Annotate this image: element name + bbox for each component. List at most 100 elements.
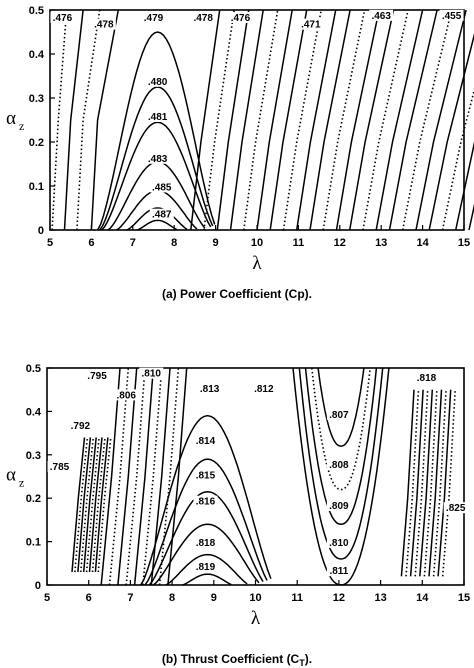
x-axis: 5 6 7 8 9 10 11 12 13 14 15 — [47, 225, 470, 249]
contour-label: .487 — [152, 210, 172, 221]
contour-line — [322, 9, 366, 231]
y-tick-label: 0.2 — [29, 137, 44, 149]
contour-line — [362, 9, 409, 231]
contour-label-bg — [50, 12, 75, 23]
x-axis-label: λ — [251, 608, 261, 629]
y-tick-label: 0.3 — [26, 450, 41, 462]
y-tick-label: 0.1 — [29, 181, 44, 193]
contour-label: .812 — [254, 384, 274, 395]
contour-label: .815 — [196, 471, 216, 482]
contour-label-bg — [114, 389, 139, 401]
chart-panel-b: 5 6 7 8 9 10 11 12 13 14 15 0 0.1 0.2 0.3 0.4 0.5 λ α z .785… — [6, 363, 470, 668]
x-axis-label: λ — [252, 253, 262, 274]
contour-line — [142, 367, 163, 586]
x-tick-label: 14 — [416, 592, 429, 604]
contour-label: .814 — [196, 436, 216, 447]
contour-line — [269, 9, 308, 231]
contour-label: .455 — [442, 11, 462, 22]
contour-line — [348, 9, 395, 231]
contour-label: .806 — [116, 390, 136, 401]
contour-line — [88, 437, 103, 573]
contour-line — [167, 367, 188, 586]
contour-label-bg — [193, 560, 218, 572]
contour-label: .816 — [196, 497, 216, 508]
y-tick-label: 0.3 — [29, 93, 44, 105]
contour-line — [419, 389, 434, 577]
x-tick-label: 13 — [374, 592, 386, 604]
contour-label-bg — [197, 382, 222, 394]
contour-line — [100, 367, 121, 586]
contour-line — [108, 367, 130, 586]
contour-line — [400, 389, 415, 577]
contour-labels: .476 .478 .479 .478 .476 .471 .463 .455 .480 .481… — [50, 9, 464, 221]
contour-label-bg — [251, 382, 276, 394]
contour-label: .818 — [196, 538, 216, 549]
contour-line — [317, 367, 365, 447]
contour-line — [415, 9, 467, 231]
contour-label: .476 — [53, 13, 73, 24]
contour-lines — [71, 367, 456, 586]
contour-label: .476 — [231, 13, 251, 24]
contour-label: .811 — [329, 566, 348, 577]
contour-label-bg — [326, 458, 351, 470]
x-tick-label: 5 — [47, 237, 53, 249]
x-tick-label: 11 — [293, 237, 305, 249]
contour-line — [126, 207, 188, 231]
contour-line — [190, 9, 221, 231]
contour-label: .485 — [152, 182, 172, 193]
x-tick-label: 8 — [171, 237, 177, 249]
contour-label: .807 — [329, 410, 349, 421]
contour-line — [243, 9, 279, 231]
contour-label-bg — [326, 408, 351, 420]
contour-label-bg — [68, 419, 93, 431]
contour-label: .795 — [87, 371, 107, 382]
contour-label: .481 — [148, 112, 168, 123]
y-axis-label: α — [6, 465, 16, 486]
contour-label-bg — [145, 111, 170, 122]
contour-label-bg — [139, 367, 164, 379]
contour-label: .808 — [329, 460, 349, 471]
contour-label: .480 — [148, 77, 168, 88]
contour-line — [133, 367, 155, 586]
contour-line — [182, 573, 232, 586]
x-axis: 5 6 7 8 9 10 11 12 13 14 15 — [44, 580, 470, 604]
contour-label-bg — [193, 495, 218, 507]
contour-line — [409, 389, 424, 577]
contour-label: .479 — [144, 13, 164, 24]
y-tick-label: 0.2 — [26, 493, 41, 505]
contour-line — [292, 367, 390, 586]
contour-label-bg — [439, 9, 464, 21]
contour-label-bg — [191, 12, 216, 23]
contour-line — [136, 219, 178, 231]
figure-caption: (a) Power Coefficient (Cp). — [162, 287, 312, 301]
contour-line — [311, 367, 371, 491]
contour-line — [428, 389, 443, 577]
contour-line — [388, 9, 438, 231]
contour-label-bg — [193, 434, 218, 446]
contour-line — [335, 9, 380, 231]
contour-label: .478 — [193, 13, 213, 24]
contour-line — [304, 367, 378, 525]
x-tick-label: 9 — [211, 592, 217, 604]
x-tick-label: 10 — [251, 237, 263, 249]
contour-label-bg — [85, 369, 110, 381]
contour-line — [77, 437, 92, 573]
x-tick-label: 7 — [130, 237, 136, 249]
contour-line — [144, 458, 268, 586]
x-tick-label: 6 — [88, 237, 94, 249]
contour-line — [51, 9, 68, 231]
contour-label: .825 — [446, 503, 466, 514]
contour-line — [94, 437, 109, 573]
x-tick-label: 11 — [291, 592, 303, 604]
contour-line — [401, 9, 453, 231]
contour-label: .792 — [71, 421, 91, 432]
contour-line — [96, 31, 216, 231]
y-axis-label-subscript: z — [19, 119, 24, 133]
contour-label: .810 — [142, 369, 162, 380]
contour-label-bg — [369, 9, 394, 21]
x-tick-label: 7 — [127, 592, 133, 604]
x-tick-label: 5 — [44, 592, 50, 604]
contour-line — [99, 86, 214, 231]
chart-panel-a: 5 6 7 8 9 10 11 12 13 14 15 0 0.1 0.2 0.3 0.4 0.5 λ α z .476… — [6, 5, 474, 301]
